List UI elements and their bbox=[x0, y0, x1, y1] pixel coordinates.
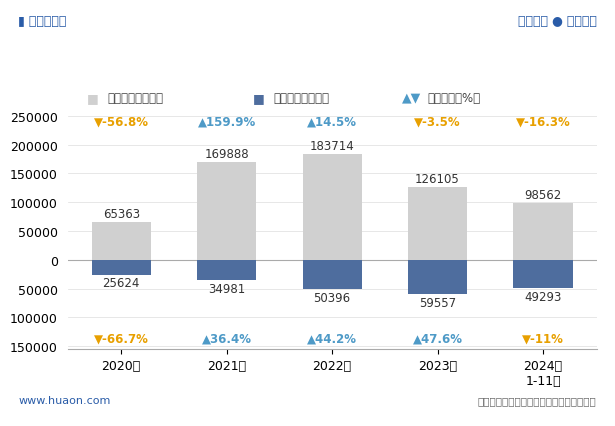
Text: 169888: 169888 bbox=[204, 148, 249, 161]
Text: 59557: 59557 bbox=[419, 296, 456, 309]
Text: 25624: 25624 bbox=[103, 276, 140, 290]
Bar bbox=[303, 155, 362, 260]
Text: 65363: 65363 bbox=[103, 208, 140, 221]
Bar bbox=[92, 223, 151, 260]
Text: ▼-11%: ▼-11% bbox=[522, 332, 564, 345]
Text: 进口额（万美元）: 进口额（万美元） bbox=[274, 92, 330, 104]
Text: ▲36.4%: ▲36.4% bbox=[202, 332, 252, 345]
Text: 同比增长（%）: 同比增长（%） bbox=[427, 92, 480, 104]
Text: ▲44.2%: ▲44.2% bbox=[307, 332, 357, 345]
Text: www.huaon.com: www.huaon.com bbox=[18, 395, 111, 406]
Bar bbox=[197, 163, 256, 260]
Text: ▼-16.3%: ▼-16.3% bbox=[515, 115, 570, 128]
Text: 50396: 50396 bbox=[314, 291, 351, 304]
Bar bbox=[514, 260, 573, 288]
Text: 出口额（万美元）: 出口额（万美元） bbox=[108, 92, 164, 104]
Text: 183714: 183714 bbox=[310, 140, 354, 153]
Text: ▮ 华经情报网: ▮ 华经情报网 bbox=[18, 15, 67, 28]
Bar bbox=[408, 260, 467, 294]
Text: ▲159.9%: ▲159.9% bbox=[197, 115, 256, 128]
Bar bbox=[303, 260, 362, 289]
Text: ▼-66.7%: ▼-66.7% bbox=[93, 332, 149, 345]
Text: ▼-3.5%: ▼-3.5% bbox=[415, 115, 461, 128]
Text: 49293: 49293 bbox=[525, 290, 561, 303]
Text: ▼-56.8%: ▼-56.8% bbox=[93, 115, 149, 128]
Text: ▲47.6%: ▲47.6% bbox=[413, 332, 462, 345]
Text: 2020-2024年11月银川市商品收发货人所在地进、出口额: 2020-2024年11月银川市商品收发货人所在地进、出口额 bbox=[139, 59, 476, 77]
Text: 34981: 34981 bbox=[208, 282, 245, 295]
Text: ▲▼: ▲▼ bbox=[402, 92, 422, 104]
Bar bbox=[197, 260, 256, 280]
Bar bbox=[514, 204, 573, 260]
Text: ■: ■ bbox=[86, 92, 98, 104]
Text: 126105: 126105 bbox=[415, 173, 460, 186]
Text: 98562: 98562 bbox=[525, 189, 561, 202]
Text: 专业严谨 ● 客观科学: 专业严谨 ● 客观科学 bbox=[518, 15, 597, 28]
Text: ■: ■ bbox=[252, 92, 264, 104]
Bar bbox=[92, 260, 151, 275]
Bar bbox=[408, 188, 467, 260]
Text: ▲14.5%: ▲14.5% bbox=[307, 115, 357, 128]
Text: 数据来源：中国海关，华经产业研究院整理: 数据来源：中国海关，华经产业研究院整理 bbox=[478, 395, 597, 406]
